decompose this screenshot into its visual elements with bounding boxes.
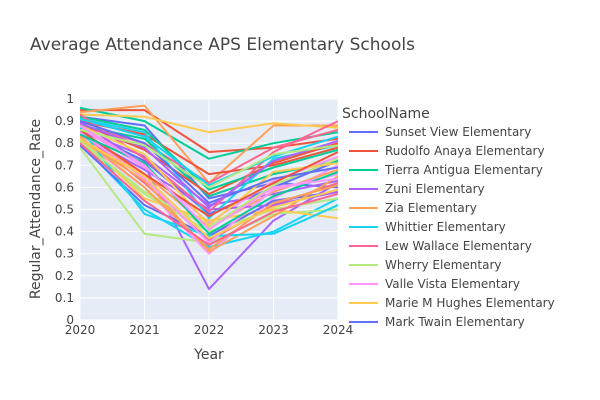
legend-label: Rudolfo Anaya Elementary — [385, 144, 545, 158]
legend-title: SchoolName — [342, 106, 430, 122]
series-line — [80, 120, 338, 204]
legend-label: Lew Wallace Elementary — [385, 239, 532, 253]
legend-label: Whittier Elementary — [385, 220, 506, 234]
series-line — [80, 127, 338, 237]
series-line — [80, 129, 338, 218]
series-line — [80, 128, 338, 207]
legend-item[interactable]: Whittier Elementary — [349, 220, 506, 234]
series-line — [80, 142, 338, 246]
x-tick-label: 2022 — [194, 323, 225, 337]
legend-item[interactable]: Mark Twain Elementary — [349, 315, 525, 329]
series-line — [80, 135, 338, 251]
legend-label: Sunset View Elementary — [385, 125, 531, 139]
chart-title: Average Attendance APS Elementary School… — [30, 35, 415, 55]
series-line — [80, 128, 338, 189]
legend-item[interactable]: Sunset View Elementary — [349, 125, 531, 139]
y-axis-ticks: 0 0.1 0.2 0.3 0.4 0.5 0.6 0.7 0.8 0.9 1 — [55, 92, 74, 327]
x-axis-title: Year — [193, 347, 224, 363]
x-tick-label: 2021 — [129, 323, 160, 337]
legend-item[interactable]: Marie M Hughes Elementary — [349, 296, 555, 310]
series-line — [80, 113, 338, 134]
legend-item[interactable]: Zia Elementary — [349, 201, 477, 215]
y-tick-label: 0.4 — [55, 225, 74, 239]
series-line — [80, 137, 338, 253]
legend-item[interactable]: Tierra Antigua Elementary — [349, 163, 543, 177]
series-line — [80, 133, 338, 235]
y-tick-label: 0.8 — [55, 136, 74, 150]
y-tick-label: 0.7 — [55, 158, 74, 172]
series-line — [80, 140, 338, 229]
series-line — [80, 142, 338, 249]
legend-item[interactable]: Rudolfo Anaya Elementary — [349, 144, 545, 158]
y-tick-label: 1 — [66, 92, 74, 106]
y-axis-title: Regular_Attendance_Rate — [28, 119, 44, 299]
y-tick-label: 0.9 — [55, 114, 74, 128]
legend-label: Mark Twain Elementary — [385, 315, 525, 329]
legend-label: Zia Elementary — [385, 201, 477, 215]
legend-item[interactable]: Wherry Elementary — [349, 258, 502, 272]
series-line — [80, 124, 338, 226]
series-line — [80, 115, 338, 191]
series-line — [80, 117, 338, 187]
series-lines — [80, 104, 338, 291]
y-tick-label: 0.3 — [55, 247, 74, 261]
x-tick-label: 2024 — [323, 323, 354, 337]
series-line — [80, 124, 338, 231]
x-tick-label: 2020 — [65, 323, 96, 337]
y-tick-label: 0.5 — [55, 203, 74, 217]
series-line — [80, 109, 338, 153]
series-line — [80, 135, 338, 222]
y-tick-label: 0.1 — [55, 291, 74, 305]
legend-label: Valle Vista Elementary — [385, 277, 520, 291]
y-tick-label: 0.2 — [55, 269, 74, 283]
legend-item[interactable]: Valle Vista Elementary — [349, 277, 520, 291]
y-tick-label: 0.6 — [55, 180, 74, 194]
x-tick-label: 2023 — [258, 323, 289, 337]
x-axis-ticks: 2020 2021 2022 2023 2024 — [65, 323, 354, 337]
legend-label: Tierra Antigua Elementary — [384, 163, 543, 177]
legend-label: Marie M Hughes Elementary — [385, 296, 555, 310]
y-tick-label: 0 — [66, 313, 74, 327]
series-line — [80, 137, 338, 240]
legend[interactable]: Sunset View Elementary Rudolfo Anaya Elem… — [349, 125, 555, 329]
legend-label: Wherry Elementary — [385, 258, 502, 272]
legend-label: Zuni Elementary — [385, 182, 485, 196]
series-line — [80, 128, 338, 215]
legend-item[interactable]: Lew Wallace Elementary — [349, 239, 532, 253]
legend-item[interactable]: Zuni Elementary — [349, 182, 485, 196]
